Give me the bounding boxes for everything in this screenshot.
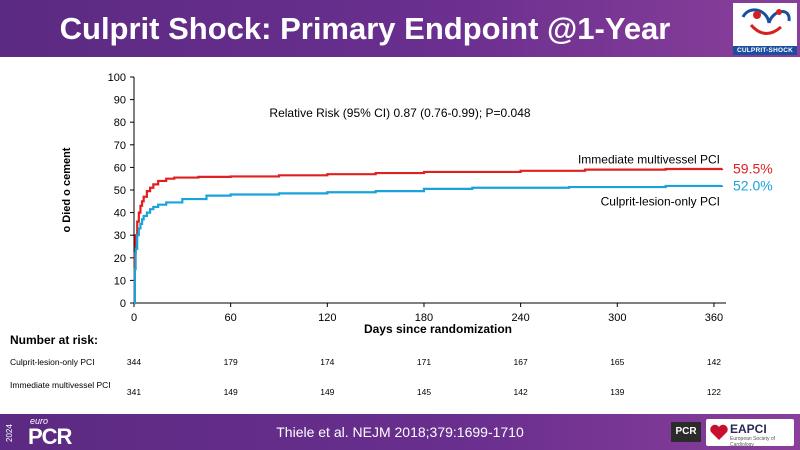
eapci-subtitle: European Society of Cardiology — [730, 436, 776, 448]
heart-logo-icon — [741, 8, 791, 35]
y-tick-label: 70 — [114, 140, 126, 152]
eapci-heart-icon — [710, 424, 728, 440]
risk-row-label-culprit: Culprit-lesion-only PCI — [10, 357, 95, 367]
y-tick-label: 60 — [114, 162, 126, 174]
y-axis: 0 10 20 30 40 50 60 70 80 90 100 — [108, 72, 135, 310]
x-tick-label: 360 — [705, 312, 723, 324]
slide-title: Culprit Shock: Primary Endpoint @1-Year — [59, 11, 671, 46]
risk-value: 149 — [223, 387, 238, 397]
y-tick-label: 0 — [120, 298, 126, 310]
eapci-logo: EAPCI European Society of Cardiology — [706, 419, 794, 448]
citation: Thiele et al. NEJM 2018;379:1699-1710 — [276, 424, 524, 440]
y-tick-label: 100 — [108, 72, 126, 84]
series-line-multivessel — [133, 167, 724, 305]
y-tick-label: 10 — [114, 275, 126, 287]
risk-value: 149 — [320, 387, 335, 397]
series-lines: 59.5% Immediate multivessel PCI 52.0% Culpr… — [133, 153, 773, 305]
risk-value: 179 — [223, 357, 238, 367]
europcr-logo: PCR — [28, 424, 72, 449]
y-tick-label: 20 — [114, 253, 126, 265]
x-tick-label: 300 — [608, 312, 626, 324]
series-name-label: Culprit-lesion-only PCI — [601, 194, 720, 208]
risk-value: 341 — [126, 387, 142, 397]
relative-risk-annotation: Relative Risk (95% CI) 0.87 (0.76-0.99);… — [269, 106, 530, 120]
risk-value: 122 — [706, 387, 722, 397]
risk-value: 171 — [416, 357, 432, 367]
risk-value: 139 — [610, 387, 625, 397]
logo-text: CULPRIT-SHOCK — [733, 46, 797, 55]
risk-value: 344 — [126, 357, 142, 367]
risk-value: 167 — [513, 357, 528, 367]
risk-value: 142 — [706, 357, 722, 367]
risk-value: 165 — [610, 357, 625, 367]
culprit-shock-logo: CULPRIT-SHOCK — [733, 3, 797, 55]
series-name-label: Immediate multivessel PCI — [578, 153, 720, 167]
series-end-label: 59.5% — [733, 161, 773, 177]
y-tick-label: 30 — [114, 230, 126, 242]
risk-value: 174 — [320, 357, 335, 367]
header-bar: Culprit Shock: Primary Endpoint @1-Year … — [0, 0, 800, 57]
y-tick-label: 90 — [114, 95, 126, 107]
y-axis-label: o Died o cement — [61, 147, 73, 232]
y-tick-label: 40 — [114, 208, 126, 220]
x-tick-label: 180 — [415, 312, 433, 324]
pcr-year: 2024 — [5, 424, 14, 442]
y-tick-label: 50 — [114, 185, 126, 197]
risk-value: 142 — [513, 387, 528, 397]
series-end-label: 52.0% — [733, 177, 773, 193]
y-tick-label: 80 — [114, 117, 126, 129]
pcr-small-logo: PCR — [671, 422, 701, 442]
series-line-culprit — [133, 184, 724, 305]
x-tick-label: 60 — [225, 312, 237, 324]
pcr-euro-text: euro — [30, 416, 49, 426]
km-chart: 0 10 20 30 40 50 60 70 80 90 100 0 60 120 180 240 300 36… — [61, 72, 773, 336]
x-axis-label: Days since randomization — [364, 322, 512, 336]
x-tick-label: 0 — [131, 312, 137, 324]
eapci-label: EAPCI — [730, 422, 767, 436]
x-tick-label: 120 — [318, 312, 336, 324]
risk-value: 145 — [416, 387, 432, 397]
x-tick-label: 240 — [511, 312, 529, 324]
risk-table-title: Number at risk: — [10, 333, 99, 347]
x-axis: 0 60 120 180 240 300 360 — [131, 302, 726, 324]
risk-row-label-multivessel: Immediate multivessel PCI — [10, 380, 111, 390]
footer-bar: 2024 euro PCR Thiele et al. NEJM 2018;37… — [0, 414, 800, 450]
